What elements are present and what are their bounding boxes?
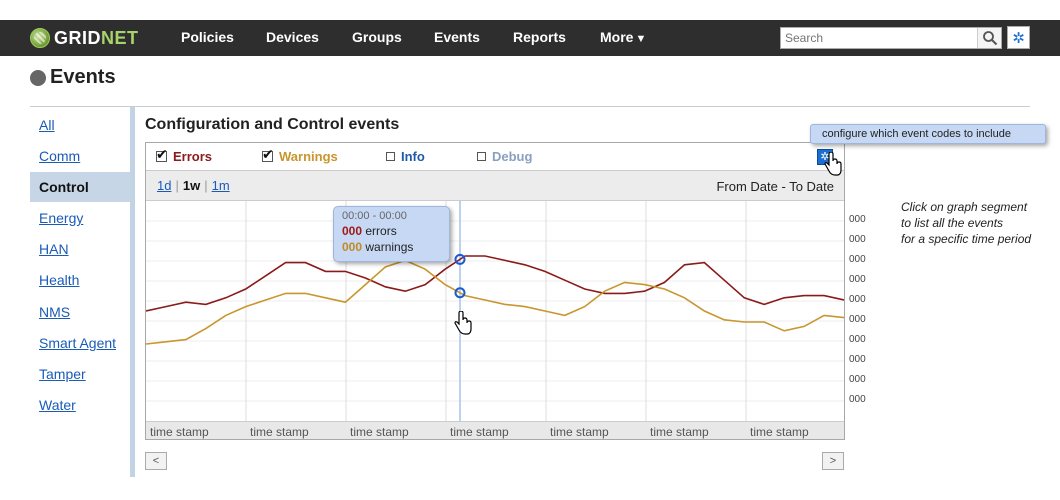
configure-callout: configure which event codes to include [810,124,1046,144]
debug-checkbox[interactable] [477,152,486,161]
legend-debug[interactable]: Debug [477,149,532,164]
tooltip-errors-label: errors [365,224,397,238]
search-box [780,27,1002,49]
errors-checkbox[interactable] [156,146,168,163]
side-note-line: for a specific time period [901,232,1032,246]
page-title: Events [50,66,116,88]
next-page-button[interactable]: > [822,452,844,470]
legend-warnings[interactable]: Warnings [262,146,338,164]
tooltip-warnings-count: 000 [342,240,363,254]
range-1w[interactable]: 1w [182,178,201,193]
range-row: 1d | 1w | 1m From Date - To Date [146,171,844,201]
sidebar-item-all[interactable]: All [39,117,55,133]
y-tick-label: 000 [849,374,866,385]
y-tick-label: 000 [849,334,866,345]
y-tick-label: 000 [849,214,866,225]
sidebar-item-control[interactable]: Control [30,172,130,202]
hand-cursor-icon [454,311,472,335]
y-tick-label: 000 [849,394,866,405]
side-note-line: to list all the events [901,216,1004,230]
series-line-warnings[interactable] [146,259,844,345]
legend-row: Errors Warnings Info Debug ✲ [146,143,844,171]
x-tick-label: time stamp [750,425,809,439]
y-tick-label: 000 [849,274,866,285]
sidebar-item-smart-agent[interactable]: Smart Agent [39,335,117,351]
sidebar-item-han[interactable]: HAN [39,241,69,257]
tooltip-time: 00:00 - 00:00 [342,210,407,222]
y-tick-label: 000 [849,294,866,305]
info-checkbox[interactable] [386,152,395,161]
nav-devices[interactable]: Devices [266,29,319,45]
hover-point-warnings [454,287,466,299]
legend-warnings-label: Warnings [279,149,338,164]
logo-text-main: GRID [54,27,101,48]
sidebar-item-comm[interactable]: Comm [39,148,81,164]
nav-more-label: More [600,29,634,45]
search-input[interactable] [781,28,977,48]
settings-button[interactable]: ✲ [1007,26,1030,49]
sidebar-item-energy[interactable]: Energy [39,210,84,226]
nav-groups[interactable]: Groups [352,29,402,45]
range-1d[interactable]: 1d [157,178,172,193]
logo-text: GRIDNET [54,28,139,49]
gear-icon: ✲ [820,151,830,163]
page-header: Events [30,66,116,89]
hover-point-errors [454,253,466,265]
legend-info-label: Info [401,149,425,164]
hand-cursor-icon [824,152,842,176]
y-tick-label: 000 [849,314,866,325]
title-bullet-icon [30,69,46,86]
series-line-errors[interactable] [146,255,844,312]
prev-page-button[interactable]: < [145,452,167,470]
legend-debug-label: Debug [492,149,533,164]
top-spacer [0,0,1060,20]
sidebar-item-nms[interactable]: NMS [39,304,71,320]
tooltip-warnings-label: warnings [365,240,414,254]
x-tick-label: time stamp [450,425,509,439]
date-range-label[interactable]: From Date - To Date [716,179,834,194]
side-note-line: Click on graph segment [901,200,1028,214]
search-icon [982,31,997,46]
section-title: Configuration and Control events [145,116,400,133]
title-divider [30,106,1030,107]
legend-errors[interactable]: Errors [156,146,213,164]
tooltip-errors: 000 errors [342,224,441,238]
x-tick-label: time stamp [250,425,309,439]
range-separator: | [204,178,208,193]
y-tick-label: 000 [849,234,866,245]
sidebar-divider [130,107,135,477]
logo-text-accent: NET [101,27,139,48]
nav-policies[interactable]: Policies [181,29,234,45]
sidebar-item-water[interactable]: Water [39,397,76,413]
tooltip-errors-count: 000 [342,224,363,238]
side-note: Click on graph segment to list all the e… [901,199,1059,247]
legend-info[interactable]: Info [386,149,425,164]
legend-errors-label: Errors [173,149,213,164]
events-line-chart[interactable] [146,201,844,421]
nav-reports[interactable]: Reports [513,29,566,45]
gear-icon: ✲ [1012,29,1025,47]
warnings-checkbox[interactable] [262,146,274,163]
x-tick-label: time stamp [650,425,709,439]
tooltip-warnings: 000 warnings [342,240,441,254]
caret-down-icon: ▼ [635,33,647,45]
x-tick-label: time stamp [550,425,609,439]
range-separator: | [175,178,179,193]
sidebar-item-tamper[interactable]: Tamper [39,366,86,382]
search-button[interactable] [977,28,1001,48]
chart-panel: Errors Warnings Info Debug ✲ 1d|1w|1m Fr… [145,142,845,440]
nav-events[interactable]: Events [434,29,480,45]
y-tick-label: 000 [849,354,866,365]
hover-tooltip: 00:00 - 00:00 000 errors 000 warnings [333,206,450,262]
nav-more[interactable]: More ▼ [600,29,646,45]
x-tick-label: time stamp [350,425,409,439]
sidebar-item-health[interactable]: Health [39,272,80,288]
range-1m[interactable]: 1m [211,178,230,193]
x-tick-label: time stamp [150,425,209,439]
y-tick-label: 000 [849,254,866,265]
gridnet-logo[interactable]: GRIDNET [30,27,139,49]
range-selector: 1d | 1w | 1m [157,178,230,193]
globe-icon [30,28,50,48]
x-axis: time stamp time stamp time stamp time stamp… [146,421,844,439]
